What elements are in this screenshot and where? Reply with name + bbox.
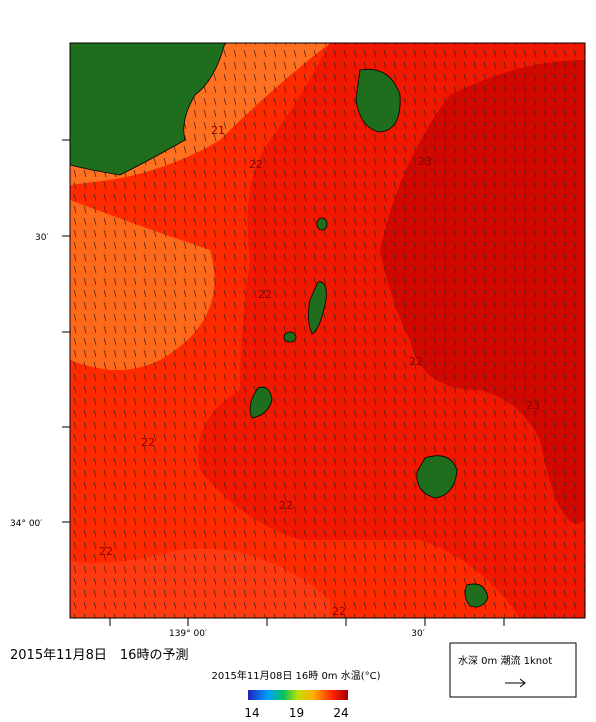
lat-label: 34° 00′ — [10, 519, 42, 529]
contour-label: 22 — [258, 288, 272, 301]
contour-label: 23 — [526, 399, 540, 412]
contour-labels: 21 22 23 22 22 23 22 22 22 22 — [99, 124, 540, 618]
colorbar-tick: 19 — [289, 706, 304, 720]
colorbar-tick: 24 — [333, 706, 348, 720]
contour-label: 21 — [211, 124, 225, 137]
map-area: 21 22 23 22 22 23 22 22 22 22 — [70, 43, 585, 618]
contour-label: 23 — [418, 155, 432, 168]
contour-label: 22 — [99, 545, 113, 558]
contour-label: 22 — [332, 605, 346, 618]
colorbar-tick: 14 — [244, 706, 259, 720]
map-frame — [69, 42, 586, 619]
contour-label: 22 — [141, 436, 155, 449]
contour-label: 22 — [249, 158, 263, 171]
colorbar — [248, 690, 348, 700]
colorbar-caption: 2015年11月08日 16時 0m 水温(°C) — [211, 669, 380, 682]
lon-label: 30′ — [411, 629, 425, 639]
forecast-title: 2015年11月8日 16時の予測 — [10, 648, 188, 663]
lat-label: 30′ — [35, 233, 49, 243]
contour-label: 22 — [279, 499, 293, 512]
contour-label: 22 — [409, 355, 423, 368]
legend-box — [449, 642, 577, 698]
legend-text: 水深 0m 潮流 1knot — [458, 654, 552, 667]
lon-label: 139° 00′ — [169, 629, 207, 639]
